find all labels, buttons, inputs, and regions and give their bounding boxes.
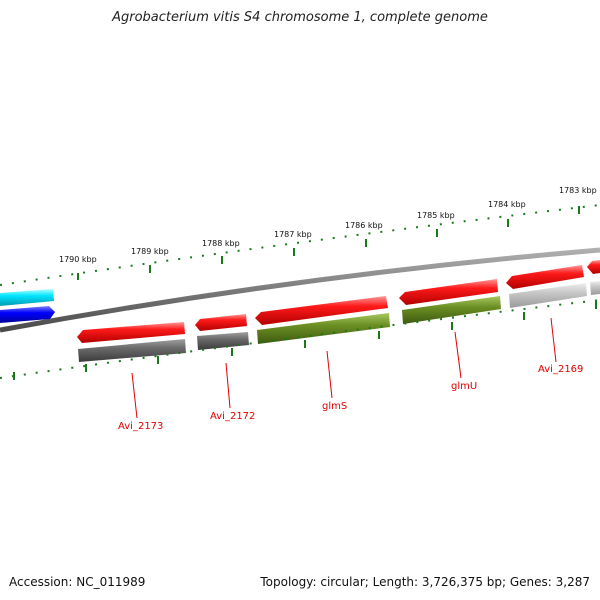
kbp-label-1784: 1784 kbp <box>488 200 526 209</box>
map-title: Agrobacterium vitis S4 chromosome 1, com… <box>112 10 488 25</box>
cds-forward-avi-2169 <box>506 265 584 289</box>
cds-forward-avi-2172 <box>195 314 247 331</box>
cds-forward-glmu <box>399 279 498 305</box>
accession-text: Accession: NC_011989 <box>9 575 146 589</box>
kbp-label-1785: 1785 kbp <box>417 211 455 220</box>
cds-blue <box>0 306 55 323</box>
leader-avi-2169 <box>550 317 557 363</box>
backbone-ring <box>0 247 600 333</box>
cds-reverse-light <box>509 283 587 308</box>
gene-label-avi-2173: Avi_2173 <box>118 421 163 432</box>
leader-avi-2172 <box>225 362 231 409</box>
leader-lines <box>131 317 557 419</box>
gene-label-glmu: glmU <box>451 381 477 392</box>
gene-label-avi-2169: Avi_2169 <box>538 364 583 375</box>
leader-glmu <box>454 331 462 379</box>
kbp-label-1788: 1788 kbp <box>202 239 240 248</box>
kbp-label-1783: 1783 kbp <box>559 186 597 195</box>
kbp-label-1787: 1787 kbp <box>274 230 312 239</box>
cds-forward-partial <box>587 260 600 274</box>
outer-major-ticks <box>77 206 580 280</box>
cds-reverse-avi-2172 <box>197 332 249 350</box>
gene-label-avi-2172: Avi_2172 <box>210 411 255 422</box>
kbp-label-1790: 1790 kbp <box>59 255 97 264</box>
cds-reverse-avi-2173 <box>78 339 186 362</box>
leader-glms <box>326 350 333 399</box>
cds-reverse-glms <box>257 313 390 344</box>
kbp-label-1789: 1789 kbp <box>131 247 169 256</box>
cds-forward-avi-2173 <box>77 322 185 343</box>
cds-reverse-light-partial <box>590 281 600 295</box>
genome-summary-text: Topology: circular; Length: 3,726,375 bp… <box>260 575 590 589</box>
inner-major-ticks <box>13 301 597 380</box>
outer-tick-ring <box>0 204 600 286</box>
gene-label-glms: glmS <box>322 401 347 412</box>
cds-reverse-glmu <box>402 296 501 324</box>
kbp-label-1786: 1786 kbp <box>345 221 383 230</box>
cds-forward-glms <box>255 296 388 325</box>
cds-cyan <box>0 289 54 306</box>
inner-tick-ring <box>0 299 600 379</box>
leader-avi-2173 <box>131 372 138 419</box>
